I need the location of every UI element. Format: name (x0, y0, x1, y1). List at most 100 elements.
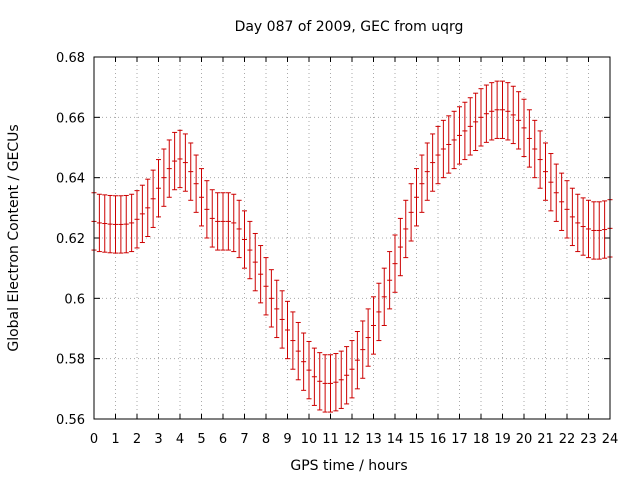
error-bar (107, 194, 113, 254)
error-bar (166, 139, 172, 198)
error-bar (510, 85, 516, 145)
x-tick-label: 14 (387, 432, 404, 447)
error-bar (279, 290, 285, 349)
error-bar (188, 142, 194, 201)
error-bar (123, 194, 129, 254)
error-bar (376, 282, 382, 342)
y-tick-labels: 0.56 0.58 0.6 0.62 0.64 0.66 0.68 (56, 51, 85, 428)
y-axis-title: Global Electron Content / GECUs (6, 124, 22, 351)
error-bar (419, 154, 425, 213)
error-bar (177, 129, 183, 189)
error-bar (285, 300, 290, 360)
error-bar (113, 195, 118, 254)
x-tick-label: 5 (197, 432, 205, 447)
error-bar (489, 82, 495, 141)
x-tick-label: 8 (262, 432, 270, 447)
error-bar (150, 169, 156, 228)
error-bar (532, 119, 538, 179)
error-bar (156, 159, 161, 218)
error-bar (247, 220, 253, 280)
error-bar (161, 148, 167, 207)
error-bar (354, 331, 360, 390)
error-bar (145, 178, 151, 237)
error-bar (505, 82, 511, 141)
error-bar (435, 125, 441, 185)
error-bar (349, 340, 355, 399)
y-tick-label: 0.6 (64, 292, 85, 307)
error-bar (333, 353, 339, 412)
error-bar (559, 172, 565, 231)
error-bar (317, 352, 323, 411)
error-bar (440, 119, 446, 179)
error-bar (381, 267, 387, 326)
error-bar (580, 197, 586, 256)
x-tick-label: 24 (602, 432, 619, 447)
error-bar (199, 168, 204, 227)
error-bar (414, 168, 419, 227)
x-tick-label: 11 (322, 432, 339, 447)
error-bar (209, 189, 215, 248)
error-bar (328, 354, 333, 413)
error-bar (596, 201, 602, 260)
y-tick-label: 0.56 (56, 413, 85, 428)
error-bar (397, 217, 403, 277)
error-bar (483, 84, 489, 143)
x-tick-label: 3 (154, 432, 162, 447)
error-bar (403, 199, 409, 259)
error-bar (575, 193, 581, 253)
error-bar (268, 269, 274, 328)
error-bar (365, 308, 371, 367)
x-tick-label: 23 (580, 432, 597, 447)
x-tick-label: 17 (451, 432, 468, 447)
error-bar (129, 193, 135, 253)
error-bar (392, 234, 398, 293)
y-tick-label: 0.62 (56, 232, 85, 247)
y-tick-label: 0.66 (56, 111, 85, 126)
error-bar (252, 232, 258, 292)
error-bar (242, 210, 247, 269)
error-bar (295, 321, 301, 381)
error-bar (263, 257, 269, 316)
error-bar (408, 183, 414, 242)
x-tick-label: 13 (365, 432, 382, 447)
x-tick-label: 18 (473, 432, 490, 447)
error-bar (516, 91, 522, 150)
error-bar (494, 80, 500, 139)
error-bar (543, 142, 548, 201)
chart-title: Day 087 of 2009, GEC from uqrg (235, 19, 464, 35)
error-bar (134, 190, 140, 249)
error-bar (371, 296, 376, 355)
error-bar (537, 130, 543, 189)
x-tick-label: 19 (494, 432, 511, 447)
error-bar (236, 199, 242, 259)
x-tick-label: 0 (90, 432, 98, 447)
x-tick-label: 4 (176, 432, 184, 447)
error-bar (290, 311, 296, 370)
error-bar (500, 80, 505, 139)
error-bar (430, 133, 436, 192)
error-bar (96, 193, 102, 253)
error-bar (274, 279, 280, 339)
error-bar (586, 199, 591, 259)
x-axis-title: GPS time / hours (290, 458, 407, 474)
error-bar (569, 187, 575, 247)
error-bar (548, 153, 554, 212)
y-tick-label: 0.64 (56, 172, 85, 187)
error-bar (451, 110, 457, 170)
error-bar (311, 347, 317, 406)
error-bar (564, 180, 570, 239)
x-tick-label: 9 (283, 432, 291, 447)
error-bar (231, 193, 237, 253)
x-tick-label: 12 (344, 432, 361, 447)
error-bar (473, 92, 479, 152)
error-bar (446, 115, 452, 174)
error-bar (462, 101, 468, 161)
x-tick-label: 7 (240, 432, 248, 447)
x-tick-label: 2 (133, 432, 141, 447)
error-bar (553, 163, 559, 222)
error-bar (301, 332, 307, 391)
error-bar (258, 245, 264, 304)
error-bar (118, 195, 124, 254)
error-bar (204, 180, 210, 239)
